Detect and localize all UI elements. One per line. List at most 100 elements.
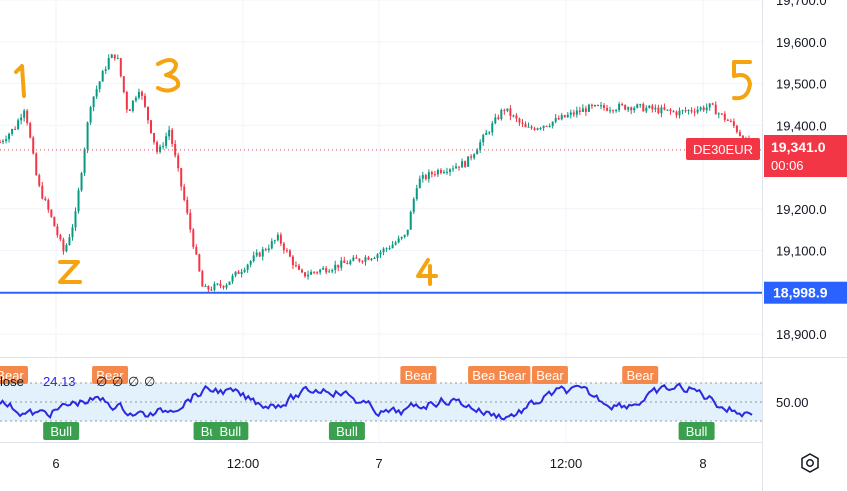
candle-body [322, 268, 325, 270]
time-tick-label: 6 [52, 456, 59, 471]
candle-body [479, 142, 482, 151]
candle-body [74, 211, 77, 228]
candle-body [219, 283, 222, 286]
candle-body [500, 109, 503, 119]
candle-body [533, 128, 536, 130]
candle-body [183, 186, 186, 200]
candle-body [216, 283, 219, 285]
candle-body [512, 115, 515, 117]
candle-body [406, 229, 409, 235]
candle-body [494, 117, 497, 124]
candle-body [119, 58, 122, 77]
candle-body [618, 104, 621, 111]
candle-body [162, 145, 165, 147]
candle-body [355, 257, 358, 259]
hline-price-tag: 18,998.9 [764, 281, 847, 304]
candle-body [0, 141, 1, 143]
candle-body [50, 209, 53, 217]
candle-body [26, 110, 29, 124]
signal-tag [212, 422, 249, 440]
candle-body [376, 254, 379, 259]
candle-body [391, 244, 394, 249]
candle-body [297, 265, 300, 270]
candle-body [439, 170, 442, 173]
time-tick-label: 7 [375, 456, 382, 471]
time-axis[interactable]: 6 12:00 7 12:00 8 [52, 456, 706, 471]
candle-body [313, 271, 316, 273]
candle-body [258, 252, 261, 257]
candle-body [421, 175, 424, 179]
candle-body [11, 129, 14, 134]
settings-button[interactable] [797, 450, 823, 476]
countdown-label: 00:06 [771, 158, 804, 173]
candle-body [699, 107, 702, 110]
candle-body [696, 109, 699, 113]
signal-tag-label: Bull [50, 424, 72, 439]
candle-body [433, 174, 436, 176]
candle-body [669, 109, 672, 112]
candle-body [705, 107, 708, 111]
signal-tag-label: Bear [96, 368, 124, 383]
candle-body [116, 58, 119, 60]
candle-body [569, 112, 572, 115]
price-tick-label: 19,200.0 [776, 202, 827, 217]
wave-marks [14, 58, 752, 286]
price-tick-label: 19,100.0 [776, 244, 827, 259]
candle-body [304, 272, 307, 277]
candle-body [231, 275, 234, 282]
candle-body [273, 240, 276, 242]
candle-body [572, 112, 575, 115]
candle-body [445, 171, 448, 173]
candle-body [666, 109, 669, 111]
candle-body [225, 284, 228, 288]
candle-body [551, 121, 554, 126]
candle-body [343, 260, 346, 263]
candle-body [660, 107, 663, 114]
candle-body [473, 154, 476, 158]
time-tick-label: 12:00 [550, 456, 583, 471]
candle-body [672, 111, 675, 113]
candle-body [122, 76, 125, 92]
candle-body [488, 132, 491, 134]
candle-body [134, 97, 137, 101]
candle-body [41, 185, 44, 199]
price-tick-label: 19,600.0 [776, 35, 827, 50]
candle-body [612, 110, 615, 112]
signal-tag [328, 422, 365, 440]
candle-body [53, 216, 56, 227]
wave-mark-1 [14, 64, 26, 98]
candle-body [228, 281, 231, 285]
candle-body [364, 257, 367, 262]
candle-body [642, 104, 645, 112]
candle-body [331, 269, 334, 272]
candle-body [65, 245, 68, 252]
signal-tag [531, 366, 568, 384]
price-axis[interactable]: 19,700.0 19,600.0 19,500.0 19,400.0 19,200.0… [776, 0, 827, 410]
candle-body [467, 156, 470, 167]
candle-body [651, 105, 654, 110]
candle-body [424, 175, 427, 179]
candle-body [246, 264, 249, 270]
candle-body [107, 58, 110, 70]
candle-body [687, 110, 690, 112]
candle-body [195, 246, 198, 255]
candle-body [264, 249, 267, 251]
candle-body [738, 132, 741, 136]
candle-body [563, 115, 566, 118]
candle-body [524, 123, 527, 128]
candle-body [143, 95, 146, 107]
wave-mark-4 [416, 258, 438, 286]
price-tick-label: 19,400.0 [776, 118, 827, 133]
candle-body [282, 243, 285, 251]
indicator-extra-value: ∅ [128, 375, 139, 390]
indicator-header-label: lose [0, 374, 24, 389]
candle-body [554, 117, 557, 122]
candle-body [301, 269, 304, 273]
candle-body [503, 109, 506, 111]
candle-body [587, 104, 590, 112]
candle-body [430, 172, 433, 175]
hline-price-label: 18,998.9 [773, 285, 828, 301]
indicator-extra-value: ∅ [96, 375, 107, 390]
candle-body [515, 115, 518, 119]
